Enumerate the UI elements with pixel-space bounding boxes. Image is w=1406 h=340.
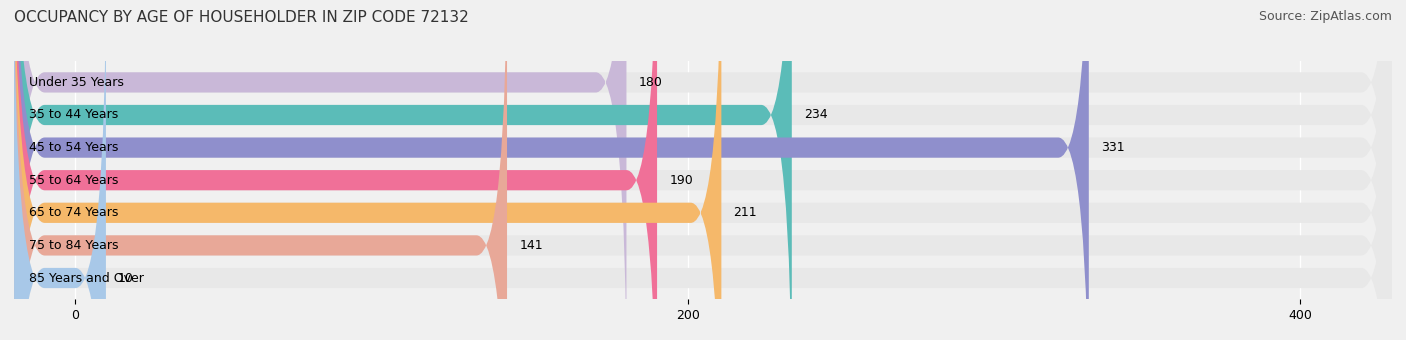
Text: 45 to 54 Years: 45 to 54 Years xyxy=(30,141,118,154)
Text: 190: 190 xyxy=(669,174,693,187)
Text: 180: 180 xyxy=(638,76,662,89)
Text: 55 to 64 Years: 55 to 64 Years xyxy=(30,174,118,187)
FancyBboxPatch shape xyxy=(14,0,1392,340)
FancyBboxPatch shape xyxy=(14,0,657,340)
Text: Under 35 Years: Under 35 Years xyxy=(30,76,124,89)
FancyBboxPatch shape xyxy=(14,0,1392,340)
Text: 75 to 84 Years: 75 to 84 Years xyxy=(30,239,120,252)
FancyBboxPatch shape xyxy=(14,0,1392,340)
FancyBboxPatch shape xyxy=(14,0,1392,340)
Text: 85 Years and Over: 85 Years and Over xyxy=(30,272,145,285)
FancyBboxPatch shape xyxy=(14,0,627,340)
FancyBboxPatch shape xyxy=(14,0,105,340)
Text: OCCUPANCY BY AGE OF HOUSEHOLDER IN ZIP CODE 72132: OCCUPANCY BY AGE OF HOUSEHOLDER IN ZIP C… xyxy=(14,10,468,25)
FancyBboxPatch shape xyxy=(14,0,1088,340)
Text: 141: 141 xyxy=(519,239,543,252)
FancyBboxPatch shape xyxy=(14,0,721,340)
FancyBboxPatch shape xyxy=(14,0,1392,340)
Text: 35 to 44 Years: 35 to 44 Years xyxy=(30,108,118,121)
Text: 10: 10 xyxy=(118,272,134,285)
Text: 331: 331 xyxy=(1101,141,1125,154)
Text: 234: 234 xyxy=(804,108,828,121)
Text: 65 to 74 Years: 65 to 74 Years xyxy=(30,206,118,219)
FancyBboxPatch shape xyxy=(14,0,1392,340)
Text: Source: ZipAtlas.com: Source: ZipAtlas.com xyxy=(1258,10,1392,23)
Text: 211: 211 xyxy=(734,206,758,219)
FancyBboxPatch shape xyxy=(14,0,508,340)
FancyBboxPatch shape xyxy=(14,0,1392,340)
FancyBboxPatch shape xyxy=(14,0,792,340)
